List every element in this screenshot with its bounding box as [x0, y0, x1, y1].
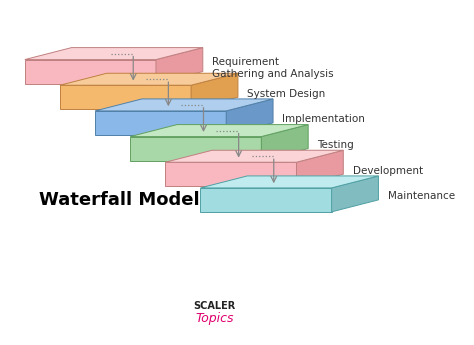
Text: Testing: Testing: [318, 140, 354, 150]
Polygon shape: [130, 137, 261, 160]
Polygon shape: [60, 73, 238, 85]
Polygon shape: [25, 60, 156, 83]
Text: Development: Development: [353, 166, 423, 176]
Polygon shape: [201, 188, 332, 212]
Polygon shape: [332, 176, 378, 212]
Polygon shape: [156, 48, 203, 83]
Text: SCALER: SCALER: [193, 301, 236, 311]
Text: Implementation: Implementation: [283, 114, 365, 124]
Polygon shape: [60, 85, 191, 109]
Polygon shape: [191, 73, 238, 109]
Polygon shape: [261, 125, 308, 160]
Polygon shape: [201, 176, 378, 188]
Text: Waterfall Model: Waterfall Model: [39, 191, 200, 209]
Polygon shape: [165, 150, 343, 162]
Text: Topics: Topics: [195, 312, 234, 325]
Polygon shape: [25, 48, 203, 60]
Polygon shape: [130, 125, 308, 137]
Polygon shape: [296, 150, 343, 186]
Text: Requirement
Gathering and Analysis: Requirement Gathering and Analysis: [212, 57, 334, 79]
Polygon shape: [165, 162, 296, 186]
Text: Maintenance: Maintenance: [388, 191, 455, 201]
Polygon shape: [95, 99, 273, 111]
Polygon shape: [226, 99, 273, 135]
Text: System Design: System Design: [247, 89, 326, 99]
Polygon shape: [95, 111, 226, 135]
